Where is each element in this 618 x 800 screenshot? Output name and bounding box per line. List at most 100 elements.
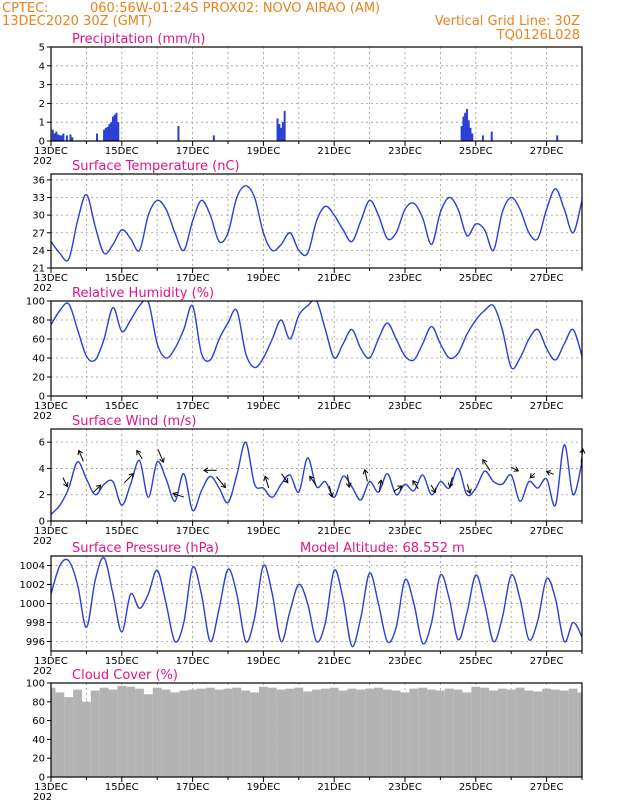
precip-bar: [281, 122, 284, 141]
wind-arrow-head: [545, 470, 552, 476]
rh-xtick-label: 27DEC: [530, 401, 564, 412]
cloud-bar: [338, 690, 348, 777]
wind-arrow-head: [283, 477, 289, 484]
wind-arrow: [466, 484, 472, 495]
temp-ytick-label: 27: [32, 228, 45, 239]
wind-arrow-shaft: [93, 484, 101, 493]
rh-ytick-label: 40: [32, 354, 45, 365]
temp-ytick-label: 24: [32, 246, 45, 257]
pres-xtick-label: 13DEC: [34, 656, 68, 667]
wind-arrow-shaft: [510, 466, 519, 472]
cloud-bar: [276, 689, 286, 777]
precip-bar: [104, 127, 107, 141]
header-code: TQ0126L028: [496, 28, 580, 43]
precip-x-under-label: 202: [33, 156, 52, 167]
pres-xtick-label: 17DEC: [176, 656, 210, 667]
wind-arrow-shaft: [264, 476, 270, 489]
wind-arrow: [482, 458, 491, 471]
pres-title: Surface Pressure (hPa): [72, 541, 219, 556]
temp-ytick-label: 33: [32, 193, 45, 204]
cloud-xtick-label: 23DEC: [388, 782, 422, 793]
precip-bar: [51, 129, 54, 141]
pres-xtick-label: 23DEC: [388, 656, 422, 667]
wind-xtick-label: 25DEC: [459, 526, 493, 537]
cloud-bar: [90, 690, 100, 777]
temp-xtick-label: 17DEC: [176, 273, 210, 284]
temp-xtick-label: 27DEC: [530, 273, 564, 284]
wind-arrow-head: [95, 484, 102, 490]
cloud-xtick-label: 25DEC: [459, 782, 493, 793]
wind-arrow: [93, 484, 102, 493]
cloud-bar: [214, 689, 224, 777]
temp-series-line: [51, 185, 582, 262]
rh-xtick-label: 17DEC: [176, 401, 210, 412]
cloud-bar: [55, 692, 65, 777]
temp-xtick-label: 13DEC: [34, 273, 68, 284]
wind-arrow-head: [309, 475, 315, 482]
wind-ytick-label: 0: [39, 517, 45, 528]
cloud-panel: Cloud Cover (%) 0 20 40 60 80 100 13DEC 15DEC 17D…: [26, 668, 583, 800]
wind-arrow-head: [136, 449, 142, 456]
cloud-bar: [303, 691, 313, 777]
precip-bar: [278, 124, 281, 141]
pres-frame: [50, 555, 583, 652]
wind-arrow-head: [412, 479, 418, 486]
wind-x-under-label: 202: [33, 536, 52, 547]
rh-ytick-label: 0: [39, 392, 45, 403]
precip-ytick-label: 2: [39, 99, 45, 110]
cloud-bar: [250, 692, 259, 777]
wind-arrow: [203, 467, 217, 474]
rh-xtick-label: 23DEC: [388, 401, 422, 412]
precip-bar: [490, 131, 493, 141]
precip-bar: [469, 127, 472, 141]
cloud-bar: [347, 688, 357, 777]
rh-ytick-label: 20: [32, 373, 45, 384]
temp-panel: Surface Temperature (nC) 21 24 27 30 33 36 13DE…: [32, 159, 583, 294]
header-location: 060:56W-01:24S PROX02: NOVO AIRAO (AM): [90, 1, 380, 16]
header-grid-note: Vertical Grid Line: 30Z: [435, 14, 580, 29]
cloud-xtick-label: 17DEC: [176, 782, 210, 793]
wind-arrow-head: [377, 479, 384, 485]
precip-xtick-label: 13DEC: [34, 146, 68, 157]
precip-bar: [177, 125, 180, 141]
wind-arrow: [412, 479, 419, 490]
precip-bar: [110, 122, 113, 141]
wind-arrow: [328, 485, 334, 498]
cloud-bar: [197, 688, 206, 777]
precip-xtick-label: 21DEC: [317, 146, 351, 157]
wind-arrow: [529, 472, 536, 479]
wind-arrow-shaft: [172, 493, 184, 498]
wind-title: Surface Wind (m/s): [72, 414, 196, 429]
wind-xtick-label: 23DEC: [388, 526, 422, 537]
wind-ytick-label: 4: [39, 464, 45, 475]
cloud-bar: [568, 688, 578, 777]
cloud-bar: [267, 687, 277, 777]
precip-xtick-label: 23DEC: [388, 146, 422, 157]
temp-ytick-label: 21: [32, 264, 45, 275]
temp-xtick-label: 19DEC: [247, 273, 281, 284]
wind-arrow-head: [431, 487, 437, 494]
wind-arrow-shaft: [124, 473, 134, 484]
precip-bar: [117, 122, 120, 141]
cloud-bar: [108, 689, 118, 777]
precip-bar: [111, 116, 114, 141]
temp-ytick-label: 30: [32, 211, 45, 222]
temp-x-under-label: 202: [33, 283, 52, 294]
pres-xtick-label: 15DEC: [105, 656, 139, 667]
precip-bar: [65, 135, 68, 141]
wind-arrow-shaft: [328, 485, 333, 497]
cloud-xtick-label: 15DEC: [105, 782, 139, 793]
precip-bar: [69, 134, 72, 141]
cloud-bar: [497, 688, 507, 777]
header-init-time: 13DEC2020 30Z (GMT): [2, 14, 152, 29]
precip-bar: [58, 135, 61, 141]
precip-bar: [212, 135, 215, 141]
cloud-bar: [374, 687, 383, 777]
wind-arrow-head: [529, 473, 535, 479]
wind-arrow-head: [203, 467, 209, 474]
wind-arrow-head: [482, 458, 488, 465]
cloud-bar: [551, 689, 560, 777]
cloud-bar: [524, 690, 534, 777]
cloud-bar: [427, 689, 436, 777]
wind-arrow-shaft: [393, 485, 403, 492]
